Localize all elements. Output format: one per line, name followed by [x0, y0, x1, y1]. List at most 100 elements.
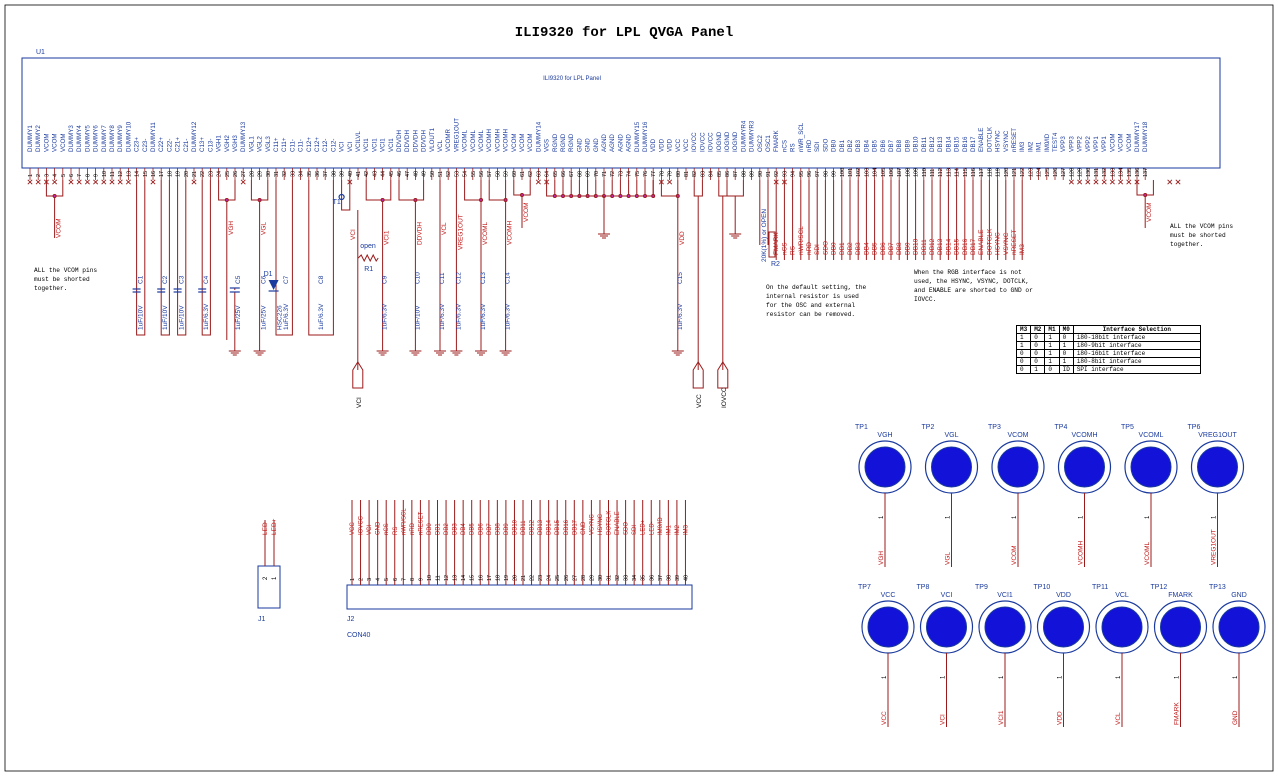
- ic-pin-number: 25: [225, 171, 231, 177]
- ic-pin-number: 53: [454, 171, 460, 177]
- ic-pin-name: GND: [593, 138, 600, 152]
- testpoint-net-label: VGL: [945, 552, 952, 565]
- ic-pin-number: 86: [725, 171, 731, 177]
- ic-pin-name: RGND: [552, 133, 559, 152]
- ic-pin-number: 82: [692, 171, 698, 177]
- ic-pin-number: 124: [1037, 168, 1043, 177]
- no-connect-mark: [667, 179, 673, 185]
- table-cell: 1: [1058, 357, 1074, 366]
- capacitor-ref: C7: [283, 275, 290, 284]
- ic-pin-name: C22-: [166, 139, 173, 152]
- ic-pin-number: 129: [1078, 168, 1084, 177]
- net-label-interface: DB8: [896, 242, 903, 255]
- ic-pin-name: IM3: [1019, 141, 1026, 152]
- testpoint-net-name: VGL: [944, 432, 958, 439]
- ic-pin-number: 99: [832, 171, 838, 177]
- connector-j2-pin: 31: [607, 575, 613, 581]
- ic-pin-number: 41: [356, 171, 362, 177]
- ic-pin-name: DB4: [863, 139, 870, 152]
- ic-pin-number: 127: [1061, 168, 1067, 177]
- note-osc: On the default setting, the internal res…: [766, 284, 867, 318]
- net-label-interface: DB3: [855, 242, 862, 255]
- ic-pin-number: 40: [348, 171, 354, 177]
- ic-pin-number: 115: [963, 168, 969, 177]
- ic-pin-number: 35: [307, 171, 313, 177]
- ic-pin-number: 28: [249, 171, 255, 177]
- ic-pin-name: VCOM: [519, 133, 526, 152]
- ic-pin-name: DUMMY18: [1142, 121, 1149, 152]
- ic-pin-name: OSC2: [757, 135, 764, 152]
- table-cell: 0: [1030, 341, 1046, 350]
- connector-j1-pin: 1: [272, 576, 278, 580]
- ic-pin-name: VSYNC: [1003, 130, 1010, 152]
- ic-pin-name: nRD: [806, 139, 813, 152]
- ic-pin-name: DDVDH: [396, 130, 403, 152]
- net-label-ncs: nCS: [781, 242, 788, 255]
- ic-pin-name: DDVDH: [412, 130, 419, 152]
- ic-pin-number: 136: [1135, 168, 1141, 177]
- testpoint-pad: [1101, 606, 1143, 648]
- testpoint-ref: TP12: [1151, 584, 1168, 591]
- connector-j2-net: IM2: [675, 524, 681, 535]
- capacitor-value: 1uF/6.3V: [505, 303, 512, 330]
- capacitor-value: 1uF/6.3V: [439, 303, 446, 330]
- connector-j2-pin: 26: [564, 575, 570, 581]
- ic-pin-number: 43: [372, 171, 378, 177]
- net-label-interface: DB17: [970, 238, 977, 255]
- table-header-cell: M2: [1030, 325, 1046, 334]
- net-label-interface: DB16: [962, 238, 969, 255]
- ic-pin-name: DUMMY12: [191, 121, 198, 152]
- no-connect-mark: [109, 179, 115, 185]
- no-connect-mark: [84, 179, 90, 185]
- ic-pin-name: C11+: [281, 137, 288, 152]
- connector-j2-pin: 36: [649, 575, 655, 581]
- ic-ref: U1: [36, 49, 45, 56]
- ic-pin-name: DUMMY10: [125, 121, 132, 152]
- ic-pin-number: 105: [881, 168, 887, 177]
- connector-j2-net: DB15: [555, 519, 561, 535]
- ic-pin-name: GND: [585, 138, 592, 152]
- no-connect-mark: [93, 179, 99, 185]
- ic-pin-number: 52: [446, 171, 452, 177]
- capacitor-ref: C2: [162, 275, 169, 284]
- ic-pin-number: 68: [577, 171, 583, 177]
- testpoint-pad: [867, 606, 909, 648]
- ic-pin-name: VDD: [667, 138, 674, 152]
- ic-pin-number: 103: [864, 168, 870, 177]
- connector-j2-pin: 2: [359, 578, 365, 581]
- connector-j2-net: DB3: [453, 523, 459, 535]
- wire: [464, 180, 482, 201]
- net-label-vreg1out: VREG1OUT: [457, 214, 464, 250]
- no-connect-mark: [150, 179, 156, 185]
- connector-j2-pin: 17: [487, 575, 493, 581]
- capacitor-ref: C3: [179, 275, 186, 284]
- net-label-interface: DB0: [831, 242, 838, 255]
- ic-pin-name: VGH1: [216, 135, 223, 152]
- ic-pin-number: 113: [946, 168, 952, 177]
- table-cell: 1: [1030, 365, 1046, 374]
- wire: [513, 180, 531, 196]
- ic-pin-number: 11: [110, 171, 116, 177]
- wire: [275, 180, 293, 336]
- ic-pin-number: 63: [536, 171, 542, 177]
- table-cell: 1: [1044, 333, 1060, 342]
- capacitor-value: 1uF/10V: [414, 305, 421, 330]
- table-cell: 0: [1030, 349, 1046, 358]
- ic-pin-name: DB8: [896, 139, 903, 152]
- ic-pin-name: VCI1: [371, 138, 378, 152]
- ic-pin-name: OSC1: [765, 135, 772, 152]
- ic-pin-name: C23-: [142, 139, 149, 152]
- connector-j2-part: CON40: [347, 632, 370, 639]
- ic-pin-number: 12: [118, 171, 124, 177]
- connector-j2-pin: 29: [589, 575, 595, 581]
- capacitor-value: 1uF/25V: [261, 305, 268, 330]
- connector-j2-net: VCC: [350, 522, 356, 535]
- junction: [569, 194, 574, 198]
- ic-pin-name: DDVDH: [404, 130, 411, 152]
- capacitor-value: 1uF/10V: [162, 305, 169, 330]
- ic-pin-name: VCI: [339, 141, 346, 152]
- ic-pin-number: 104: [873, 168, 879, 177]
- ic-pin-number: 6: [69, 174, 75, 177]
- wire: [308, 180, 334, 336]
